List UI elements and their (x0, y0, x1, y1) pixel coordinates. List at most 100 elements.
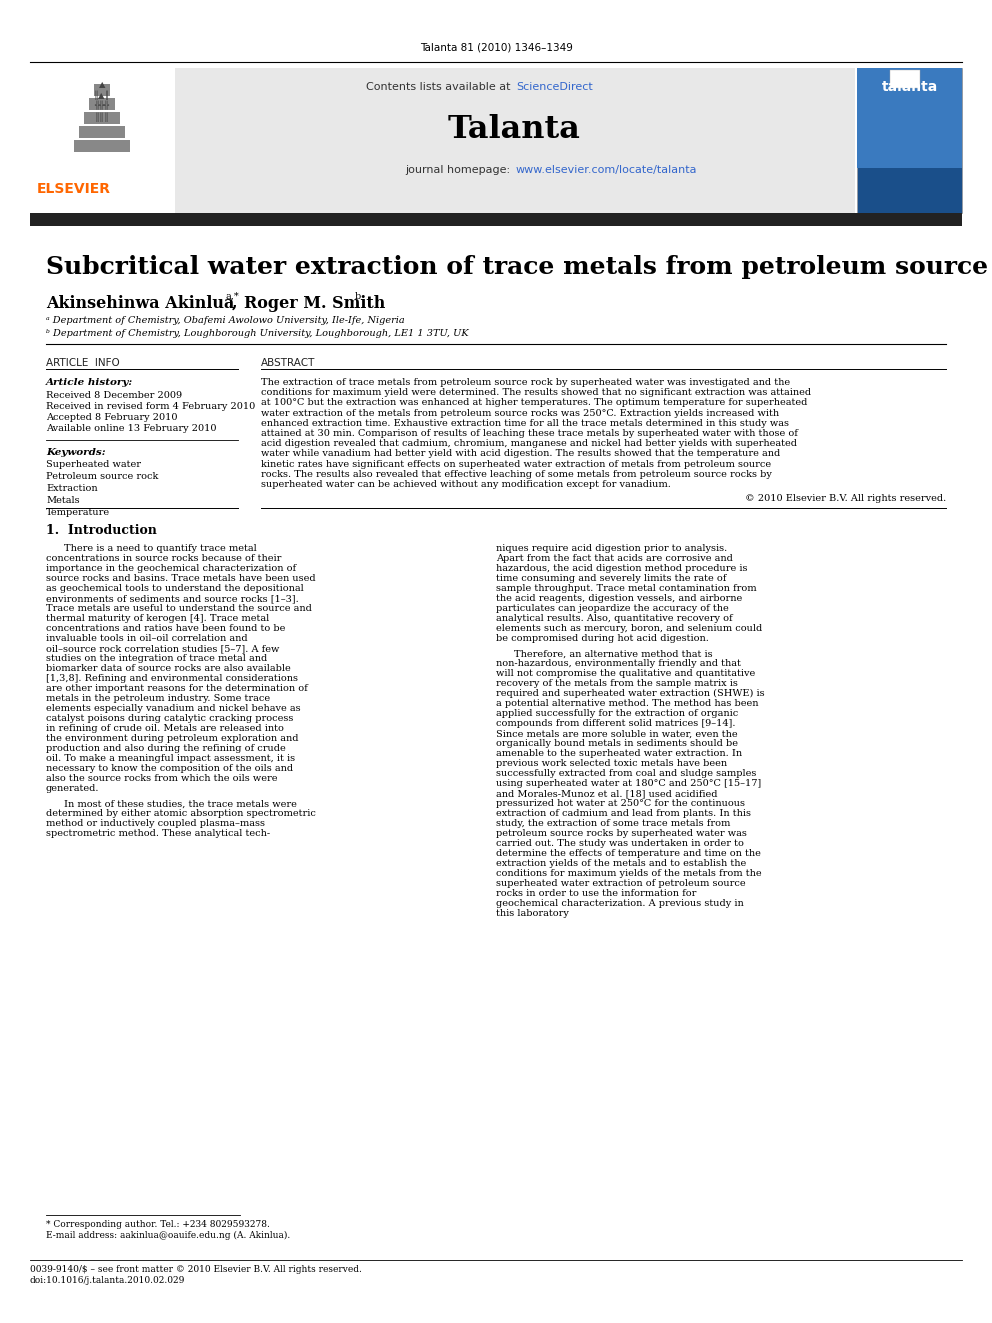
Text: Available online 13 February 2010: Available online 13 February 2010 (46, 423, 216, 433)
Bar (857, 67, 962, 168)
Text: * Corresponding author. Tel.: +234 8029593278.: * Corresponding author. Tel.: +234 80295… (46, 1220, 270, 1229)
Text: compounds from different solid matrices [9–14].: compounds from different solid matrices … (496, 720, 735, 728)
Text: acid digestion revealed that cadmium, chromium, manganese and nickel had better : acid digestion revealed that cadmium, ch… (261, 439, 797, 448)
Text: talanta: talanta (882, 79, 938, 94)
Text: amenable to the superheated water extraction. In: amenable to the superheated water extrac… (496, 749, 742, 758)
Text: time consuming and severely limits the rate of: time consuming and severely limits the r… (496, 574, 726, 583)
Text: the acid reagents, digestion vessels, and airborne: the acid reagents, digestion vessels, an… (496, 594, 742, 603)
Text: journal homepage:: journal homepage: (406, 165, 514, 175)
Text: using superheated water at 180°C and 250°C [15–17]: using superheated water at 180°C and 250… (496, 779, 761, 789)
Bar (890, 70, 920, 89)
Text: metals in the petroleum industry. Some trace: metals in the petroleum industry. Some t… (46, 695, 270, 704)
Text: © 2010 Elsevier B.V. All rights reserved.: © 2010 Elsevier B.V. All rights reserved… (745, 495, 946, 503)
Text: are other important reasons for the determination of: are other important reasons for the dete… (46, 684, 308, 693)
Text: oil–source rock correlation studies [5–7]. A few: oil–source rock correlation studies [5–7… (46, 644, 280, 654)
Text: elements especially vanadium and nickel behave as: elements especially vanadium and nickel … (46, 704, 301, 713)
Text: pressurized hot water at 250°C for the continuous: pressurized hot water at 250°C for the c… (496, 799, 745, 808)
Text: b: b (355, 292, 361, 302)
Text: source rocks and basins. Trace metals have been used: source rocks and basins. Trace metals ha… (46, 574, 315, 583)
Text: Received in revised form 4 February 2010: Received in revised form 4 February 2010 (46, 402, 255, 411)
Text: catalyst poisons during catalytic cracking process: catalyst poisons during catalytic cracki… (46, 714, 294, 724)
Text: and Morales-Munoz et al. [18] used acidified: and Morales-Munoz et al. [18] used acidi… (496, 790, 717, 798)
Text: ᵃ Department of Chemistry, Obafemi Awolowo University, Ile-Ife, Nigeria: ᵃ Department of Chemistry, Obafemi Awolo… (46, 316, 405, 325)
Text: Trace metals are useful to understand the source and: Trace metals are useful to understand th… (46, 605, 311, 613)
Text: rocks in order to use the information for: rocks in order to use the information fo… (496, 889, 696, 898)
Text: as geochemical tools to understand the depositional: as geochemical tools to understand the d… (46, 585, 304, 593)
Text: Apart from the fact that acids are corrosive and: Apart from the fact that acids are corro… (496, 554, 733, 564)
Text: also the source rocks from which the oils were: also the source rocks from which the oil… (46, 774, 278, 783)
Text: be compromised during hot acid digestion.: be compromised during hot acid digestion… (496, 634, 709, 643)
Text: In most of these studies, the trace metals were: In most of these studies, the trace meta… (64, 799, 297, 808)
Text: www.elsevier.com/locate/talanta: www.elsevier.com/locate/talanta (516, 165, 697, 175)
Text: Akinsehinwa Akinlua: Akinsehinwa Akinlua (46, 295, 234, 312)
Text: non-hazardous, environmentally friendly and that: non-hazardous, environmentally friendly … (496, 659, 741, 668)
Text: applied successfully for the extraction of organic: applied successfully for the extraction … (496, 709, 738, 718)
Text: analytical results. Also, quantitative recovery of: analytical results. Also, quantitative r… (496, 614, 733, 623)
Text: oil. To make a meaningful impact assessment, it is: oil. To make a meaningful impact assessm… (46, 754, 296, 763)
Text: required and superheated water extraction (SHWE) is: required and superheated water extractio… (496, 689, 765, 699)
Text: study, the extraction of some trace metals from: study, the extraction of some trace meta… (496, 819, 730, 828)
Text: ARTICLE  INFO: ARTICLE INFO (46, 359, 120, 368)
Text: this laboratory: this laboratory (496, 909, 568, 918)
Bar (74, 140, 130, 152)
Text: water extraction of the metals from petroleum source rocks was 250°C. Extraction: water extraction of the metals from petr… (261, 409, 779, 418)
Text: necessary to know the composition of the oils and: necessary to know the composition of the… (46, 765, 293, 773)
Text: at 100°C but the extraction was enhanced at higher temperatures. The optimum tem: at 100°C but the extraction was enhanced… (261, 398, 807, 407)
Text: ▲
║▲║
╬╬╬
║║║: ▲ ║▲║ ╬╬╬ ║║║ (94, 79, 110, 122)
Text: thermal maturity of kerogen [4]. Trace metal: thermal maturity of kerogen [4]. Trace m… (46, 614, 269, 623)
Text: petroleum source rocks by superheated water was: petroleum source rocks by superheated wa… (496, 830, 747, 839)
Text: biomarker data of source rocks are also available: biomarker data of source rocks are also … (46, 664, 291, 673)
Text: ScienceDirect: ScienceDirect (516, 82, 593, 93)
Text: Talanta 81 (2010) 1346–1349: Talanta 81 (2010) 1346–1349 (420, 42, 572, 52)
Text: doi:10.1016/j.talanta.2010.02.029: doi:10.1016/j.talanta.2010.02.029 (30, 1275, 186, 1285)
Text: ABSTRACT: ABSTRACT (261, 359, 315, 368)
Text: ᵇ Department of Chemistry, Loughborough University, Loughborough, LE1 1 3TU, UK: ᵇ Department of Chemistry, Loughborough … (46, 329, 468, 337)
Text: invaluable tools in oil–oil correlation and: invaluable tools in oil–oil correlation … (46, 634, 248, 643)
Text: Since metals are more soluble in water, even the: Since metals are more soluble in water, … (496, 729, 738, 738)
Text: successfully extracted from coal and sludge samples: successfully extracted from coal and slu… (496, 769, 756, 778)
Text: 0039-9140/$ – see front matter © 2010 Elsevier B.V. All rights reserved.: 0039-9140/$ – see front matter © 2010 El… (30, 1265, 362, 1274)
Text: E-mail address: aakinlua@oauife.edu.ng (A. Akinlua).: E-mail address: aakinlua@oauife.edu.ng (… (46, 1230, 291, 1240)
Text: previous work selected toxic metals have been: previous work selected toxic metals have… (496, 759, 727, 769)
Text: The extraction of trace metals from petroleum source rock by superheated water w: The extraction of trace metals from petr… (261, 378, 790, 388)
Text: elements such as mercury, boron, and selenium could: elements such as mercury, boron, and sel… (496, 624, 762, 634)
Text: superheated water can be achieved without any modification except for vanadium.: superheated water can be achieved withou… (261, 480, 671, 490)
Text: concentrations in source rocks because of their: concentrations in source rocks because o… (46, 554, 282, 564)
Text: Temperature: Temperature (46, 508, 110, 517)
Text: in refining of crude oil. Metals are released into: in refining of crude oil. Metals are rel… (46, 724, 284, 733)
Text: extraction yields of the metals and to establish the: extraction yields of the metals and to e… (496, 859, 746, 868)
Text: importance in the geochemical characterization of: importance in the geochemical characteri… (46, 564, 297, 573)
Text: ,: , (232, 295, 243, 312)
Text: superheated water extraction of petroleum source: superheated water extraction of petroleu… (496, 880, 746, 888)
Text: environments of sediments and source rocks [1–3].: environments of sediments and source roc… (46, 594, 299, 603)
Text: hazardous, the acid digestion method procedure is: hazardous, the acid digestion method pro… (496, 564, 748, 573)
Text: determine the effects of temperature and time on the: determine the effects of temperature and… (496, 849, 761, 859)
Text: Petroleum source rock: Petroleum source rock (46, 472, 159, 482)
Text: conditions for maximum yields of the metals from the: conditions for maximum yields of the met… (496, 869, 762, 878)
Text: a,*: a,* (225, 292, 239, 302)
Text: 1.  Introduction: 1. Introduction (46, 524, 157, 537)
Text: organically bound metals in sediments should be: organically bound metals in sediments sh… (496, 740, 738, 749)
Text: geochemical characterization. A previous study in: geochemical characterization. A previous… (496, 900, 744, 908)
Text: ELSEVIER: ELSEVIER (37, 183, 111, 196)
Text: Roger M. Smith: Roger M. Smith (244, 295, 385, 312)
Bar (857, 67, 962, 213)
Text: spectrometric method. These analytical tech-: spectrometric method. These analytical t… (46, 830, 270, 839)
Bar (175, 67, 855, 213)
Text: [1,3,8]. Refining and environmental considerations: [1,3,8]. Refining and environmental cons… (46, 675, 298, 683)
Text: Received 8 December 2009: Received 8 December 2009 (46, 392, 183, 400)
Bar (30, 213, 962, 226)
Text: Article history:: Article history: (46, 378, 133, 388)
Text: the environment during petroleum exploration and: the environment during petroleum explora… (46, 734, 299, 744)
Text: Talanta: Talanta (447, 114, 580, 146)
Text: Contents lists available at: Contents lists available at (366, 82, 514, 93)
Text: Therefore, an alternative method that is: Therefore, an alternative method that is (514, 650, 712, 659)
Text: particulates can jeopardize the accuracy of the: particulates can jeopardize the accuracy… (496, 605, 729, 613)
Text: Keywords:: Keywords: (46, 448, 105, 456)
Bar (84, 112, 120, 124)
Text: concentrations and ratios have been found to be: concentrations and ratios have been foun… (46, 624, 286, 634)
Bar (79, 126, 125, 138)
Text: carried out. The study was undertaken in order to: carried out. The study was undertaken in… (496, 839, 744, 848)
Text: sample throughput. Trace metal contamination from: sample throughput. Trace metal contamina… (496, 585, 757, 593)
Text: enhanced extraction time. Exhaustive extraction time for all the trace metals de: enhanced extraction time. Exhaustive ext… (261, 419, 789, 427)
